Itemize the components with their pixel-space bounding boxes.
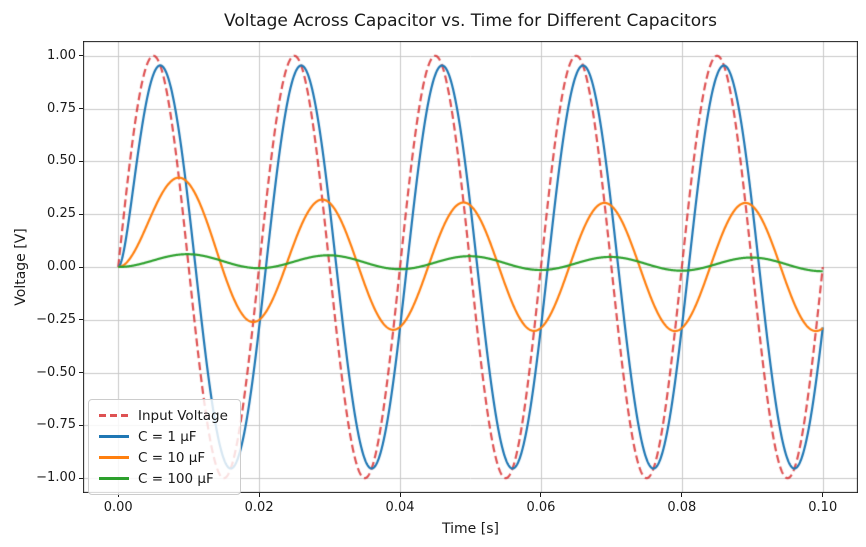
legend: Input Voltage C = 1 µF C = 10 µF C = 100 µF [88,399,241,495]
y-tick-mark [79,213,83,215]
y-tick-label: 0.00 [47,259,76,274]
legend-line-sample [99,435,129,438]
y-tick-mark [79,424,83,426]
legend-line-sample [99,456,129,459]
y-tick-mark [79,266,83,268]
legend-line-sample [99,477,129,480]
y-tick-mark [79,477,83,479]
y-tick-mark [79,55,83,57]
x-tick-label: 0.06 [526,500,556,515]
y-tick-label: −0.50 [36,364,76,380]
legend-item: C = 1 µF [99,427,228,446]
x-tick-label: 0.04 [385,500,415,515]
x-tick-mark [540,493,542,497]
x-tick-label: 0.08 [667,500,697,515]
x-tick-label: 0.00 [103,500,133,515]
y-tick-mark [79,108,83,110]
legend-item-label: C = 100 µF [138,470,214,487]
x-tick-mark [822,493,824,497]
legend-item: Input Voltage [99,406,228,425]
y-tick-label: −0.25 [36,311,76,327]
x-tick-mark [399,493,401,497]
chart-title: Voltage Across Capacitor vs. Time for Di… [224,11,717,31]
legend-item-label: C = 10 µF [138,449,206,466]
x-tick-label: 0.02 [244,500,274,515]
y-tick-label: 1.00 [47,47,76,63]
legend-dashed-line-sample [99,414,129,417]
x-tick-label: 0.10 [808,500,838,515]
legend-item: C = 10 µF [99,448,228,467]
x-tick-mark [258,493,260,497]
y-tick-mark [79,319,83,321]
x-tick-mark [681,493,683,497]
legend-item: C = 100 µF [99,469,228,488]
x-axis-label: Time [s] [442,521,499,537]
y-tick-mark [79,372,83,374]
y-tick-label: 0.75 [47,100,76,116]
y-tick-label: −0.75 [36,417,76,433]
y-tick-mark [79,160,83,162]
y-tick-label: 0.25 [47,206,76,222]
x-tick-mark [117,493,119,497]
legend-item-label: Input Voltage [138,407,228,424]
legend-item-label: C = 1 µF [138,428,197,445]
y-tick-label: 0.50 [47,153,76,169]
y-tick-label: −1.00 [36,470,76,486]
